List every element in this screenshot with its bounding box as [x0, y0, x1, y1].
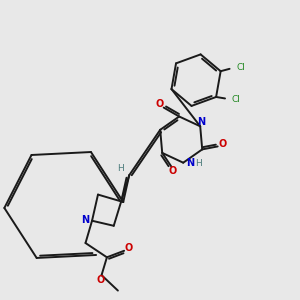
Text: N: N [81, 215, 90, 225]
Text: Cl: Cl [236, 63, 245, 72]
Text: N: N [197, 117, 206, 128]
Text: O: O [97, 275, 105, 285]
Text: O: O [156, 99, 164, 109]
Text: O: O [169, 166, 177, 176]
Text: H: H [195, 159, 202, 168]
Text: Cl: Cl [232, 95, 240, 104]
Text: N: N [186, 158, 194, 168]
Text: H: H [118, 164, 124, 173]
Text: O: O [218, 139, 226, 149]
Text: O: O [125, 243, 133, 253]
